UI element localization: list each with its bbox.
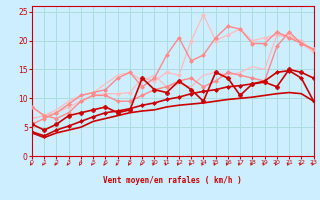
X-axis label: Vent moyen/en rafales ( km/h ): Vent moyen/en rafales ( km/h ) (103, 176, 242, 185)
